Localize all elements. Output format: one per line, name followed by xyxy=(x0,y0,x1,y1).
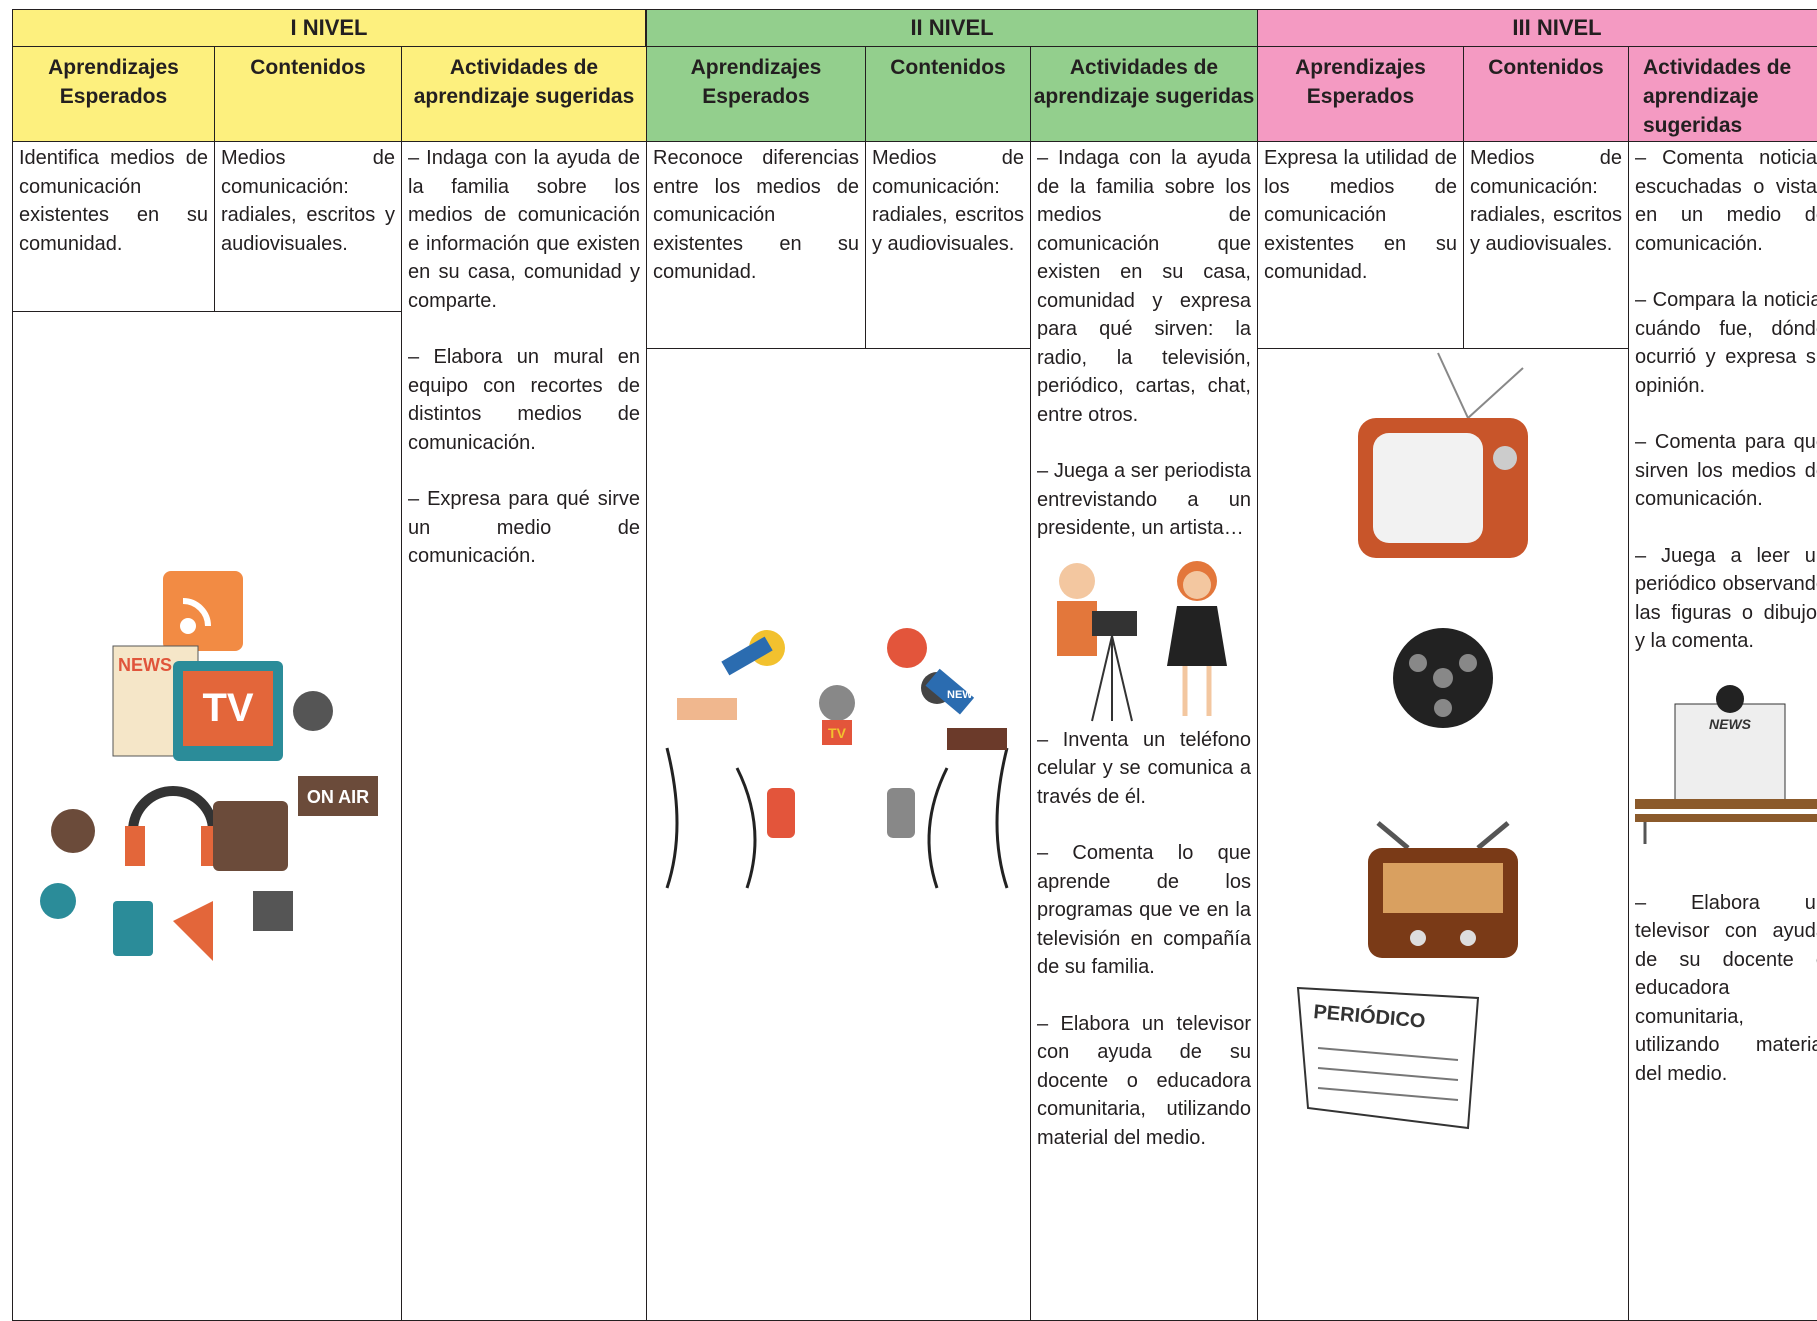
illustration-label: NEWS xyxy=(1709,716,1752,732)
activity: – Inventa un teléfono celular y se comun… xyxy=(1037,728,1251,808)
cell: Reconoce diferencias entre los medios de… xyxy=(646,141,866,349)
column-header: Contenidos xyxy=(865,46,1031,142)
illustration-label: NEWS xyxy=(118,655,172,675)
column-header: Actividades de aprendizaje sugeridas xyxy=(1030,46,1258,142)
activity: – Comenta para qué sirven los medios de … xyxy=(1635,431,1817,510)
activity: – Juega a ser periodista entrevistando a… xyxy=(1037,460,1251,539)
activity: – Comenta noticias escuchadas o vistas e… xyxy=(1635,147,1817,255)
column-header: Actividades de aprendizaje sugeridas xyxy=(401,46,647,142)
column-header: Aprendizajes Esperados xyxy=(12,46,215,142)
media-illustration: NEWS TV ON AIR xyxy=(40,571,378,961)
illustration-cell: NEWS TV ON AIR xyxy=(12,311,402,1321)
cell: Medios de comunicación: radiales, escrit… xyxy=(214,141,402,312)
activity: – Elabora un mural en equipo con recorte… xyxy=(408,346,640,454)
level-title: I NIVEL xyxy=(12,9,646,47)
activities-cell: – Comenta noticias escuchadas o vistas e… xyxy=(1628,141,1817,1321)
illustration-cell: TV NEWS xyxy=(646,348,1031,1321)
activity: – Expresa para qué sirve un medio de com… xyxy=(408,488,640,567)
activity: – Elabora un televisor con ayuda de su d… xyxy=(1037,1012,1251,1149)
reporters-illustration xyxy=(1057,560,1227,721)
activity: – Indaga con la ayuda de la familia sobr… xyxy=(408,147,640,312)
activity: – Elabora un televisor con ayuda de su d… xyxy=(1635,891,1817,1085)
illustration-label: ON AIR xyxy=(307,787,369,807)
cell: Medios de comunicación: radiales, escrit… xyxy=(865,141,1031,349)
activities-cell: – Indaga con la ayuda de la familia sobr… xyxy=(401,141,647,1321)
activity: – Indaga con la ayuda de la familia sobr… xyxy=(1037,147,1251,426)
illustration-cell: PERIÓDICO xyxy=(1257,348,1629,1321)
cell: Identifica medios de comunicación existe… xyxy=(12,141,215,312)
activities-cell: – Indaga con la ayuda de la familia sobr… xyxy=(1030,141,1258,1321)
illustration-label: TV xyxy=(202,686,253,730)
activity: – Compara la noticia: cuándo fue, dónde … xyxy=(1635,289,1817,397)
level-title: III NIVEL xyxy=(1257,9,1817,47)
cell: Medios de comunicación: radiales, escrit… xyxy=(1463,141,1629,349)
column-header: Aprendizajes Esperados xyxy=(1257,46,1464,142)
microphones-illustration: TV NEWS xyxy=(665,628,1009,889)
level-title: II NIVEL xyxy=(646,9,1258,47)
media-icons-illustration: PERIÓDICO xyxy=(1296,352,1528,1130)
illustration-label: NEWS xyxy=(947,689,980,701)
activity: – Juega a leer un periódico observando l… xyxy=(1635,544,1817,653)
column-header: Contenidos xyxy=(214,46,402,142)
cell: Expresa la utilidad de los medios de com… xyxy=(1257,141,1464,349)
column-header: Actividades de aprendizaje sugeridas xyxy=(1628,46,1817,142)
illustration-label: TV xyxy=(828,725,847,741)
activity: – Comenta lo que aprende de los programa… xyxy=(1037,842,1251,978)
reader-illustration: NEWS xyxy=(1635,684,1817,844)
column-header: Contenidos xyxy=(1463,46,1629,142)
column-header: Aprendizajes Esperados xyxy=(646,46,866,142)
